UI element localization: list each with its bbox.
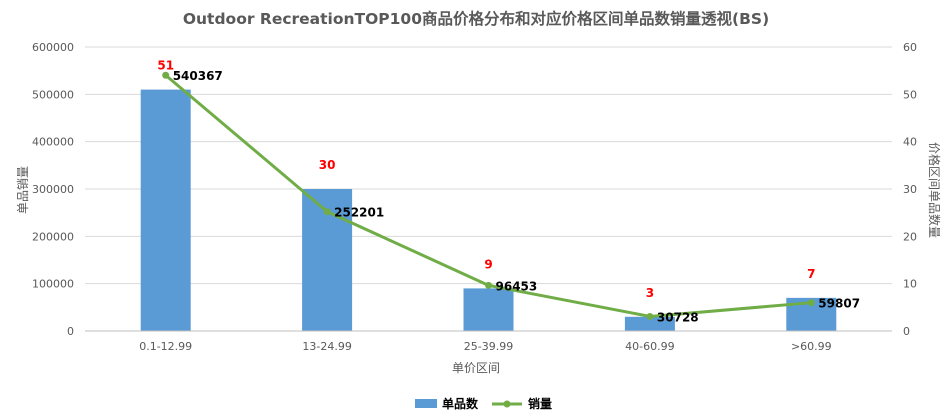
data-labels: 51 30 9 3 7 540367 252201 96453 30728 59807: [157, 59, 860, 325]
y-tick-label: 500000: [32, 88, 74, 101]
line-point: [323, 208, 331, 216]
y2-tick-label: 40: [903, 136, 917, 149]
line-data-label: 252201: [334, 206, 384, 220]
bar-data-label: 51: [157, 59, 174, 73]
x-tick-label: >60.99: [791, 340, 832, 353]
line-data-label: 540367: [173, 69, 223, 83]
line-point: [646, 312, 654, 320]
bar-data-label: 3: [646, 286, 654, 300]
bar-series: [140, 89, 837, 331]
line-series: [162, 71, 815, 320]
bar: [140, 89, 191, 331]
y2-tick-label: 0: [903, 325, 910, 338]
gridlines: [85, 46, 892, 332]
bar: [463, 288, 514, 331]
legend-line-label: 销量: [528, 396, 552, 411]
y-tick-label: 0: [67, 325, 74, 338]
legend-line-marker: [503, 400, 511, 408]
legend-bar-swatch: [415, 399, 437, 408]
x-axis-title: 单价区间: [452, 361, 500, 375]
y-tick-label: 600000: [32, 41, 74, 54]
series-line: [164, 74, 812, 318]
y-tick-label: 200000: [32, 230, 74, 243]
x-tick-label: 40-60.99: [625, 340, 674, 353]
y2-tick-label: 50: [903, 88, 917, 101]
y-axis-title: 单品销量: [16, 166, 30, 214]
chart-title: Outdoor RecreationTOP100商品价格分布和对应价格区间单品数…: [183, 9, 769, 28]
y2-tick-label: 20: [903, 230, 917, 243]
x-tick-label: 25-39.99: [464, 340, 513, 353]
legend: 单品数 销量: [415, 396, 552, 411]
legend-bar-label: 单品数: [442, 396, 479, 411]
line-point: [162, 71, 170, 79]
y2-tick-label: 30: [903, 183, 917, 196]
line-data-label: 96453: [496, 279, 538, 293]
y2-tick-label: 60: [903, 41, 917, 54]
y-tick-label: 100000: [32, 278, 74, 291]
y-tick-label: 300000: [32, 183, 74, 196]
bar-data-label: 7: [807, 267, 815, 281]
x-tick-label: 13-24.99: [302, 340, 351, 353]
y-tick-label: 400000: [32, 136, 74, 149]
line-data-label: 30728: [657, 310, 699, 324]
x-tick-label: 0.1-12.99: [139, 340, 192, 353]
bar: [624, 316, 675, 331]
y2-tick-label: 10: [903, 278, 917, 291]
line-point: [807, 299, 815, 307]
line-point: [485, 281, 492, 289]
bar-data-label: 9: [484, 257, 492, 271]
line-data-label: 59807: [818, 297, 860, 311]
axes: 0 100000 200000 300000 400000 500000 600000 0 10…: [32, 41, 917, 353]
bar-data-label: 30: [319, 158, 336, 172]
y2-axis-title: 价格区间单品数量: [927, 142, 942, 238]
